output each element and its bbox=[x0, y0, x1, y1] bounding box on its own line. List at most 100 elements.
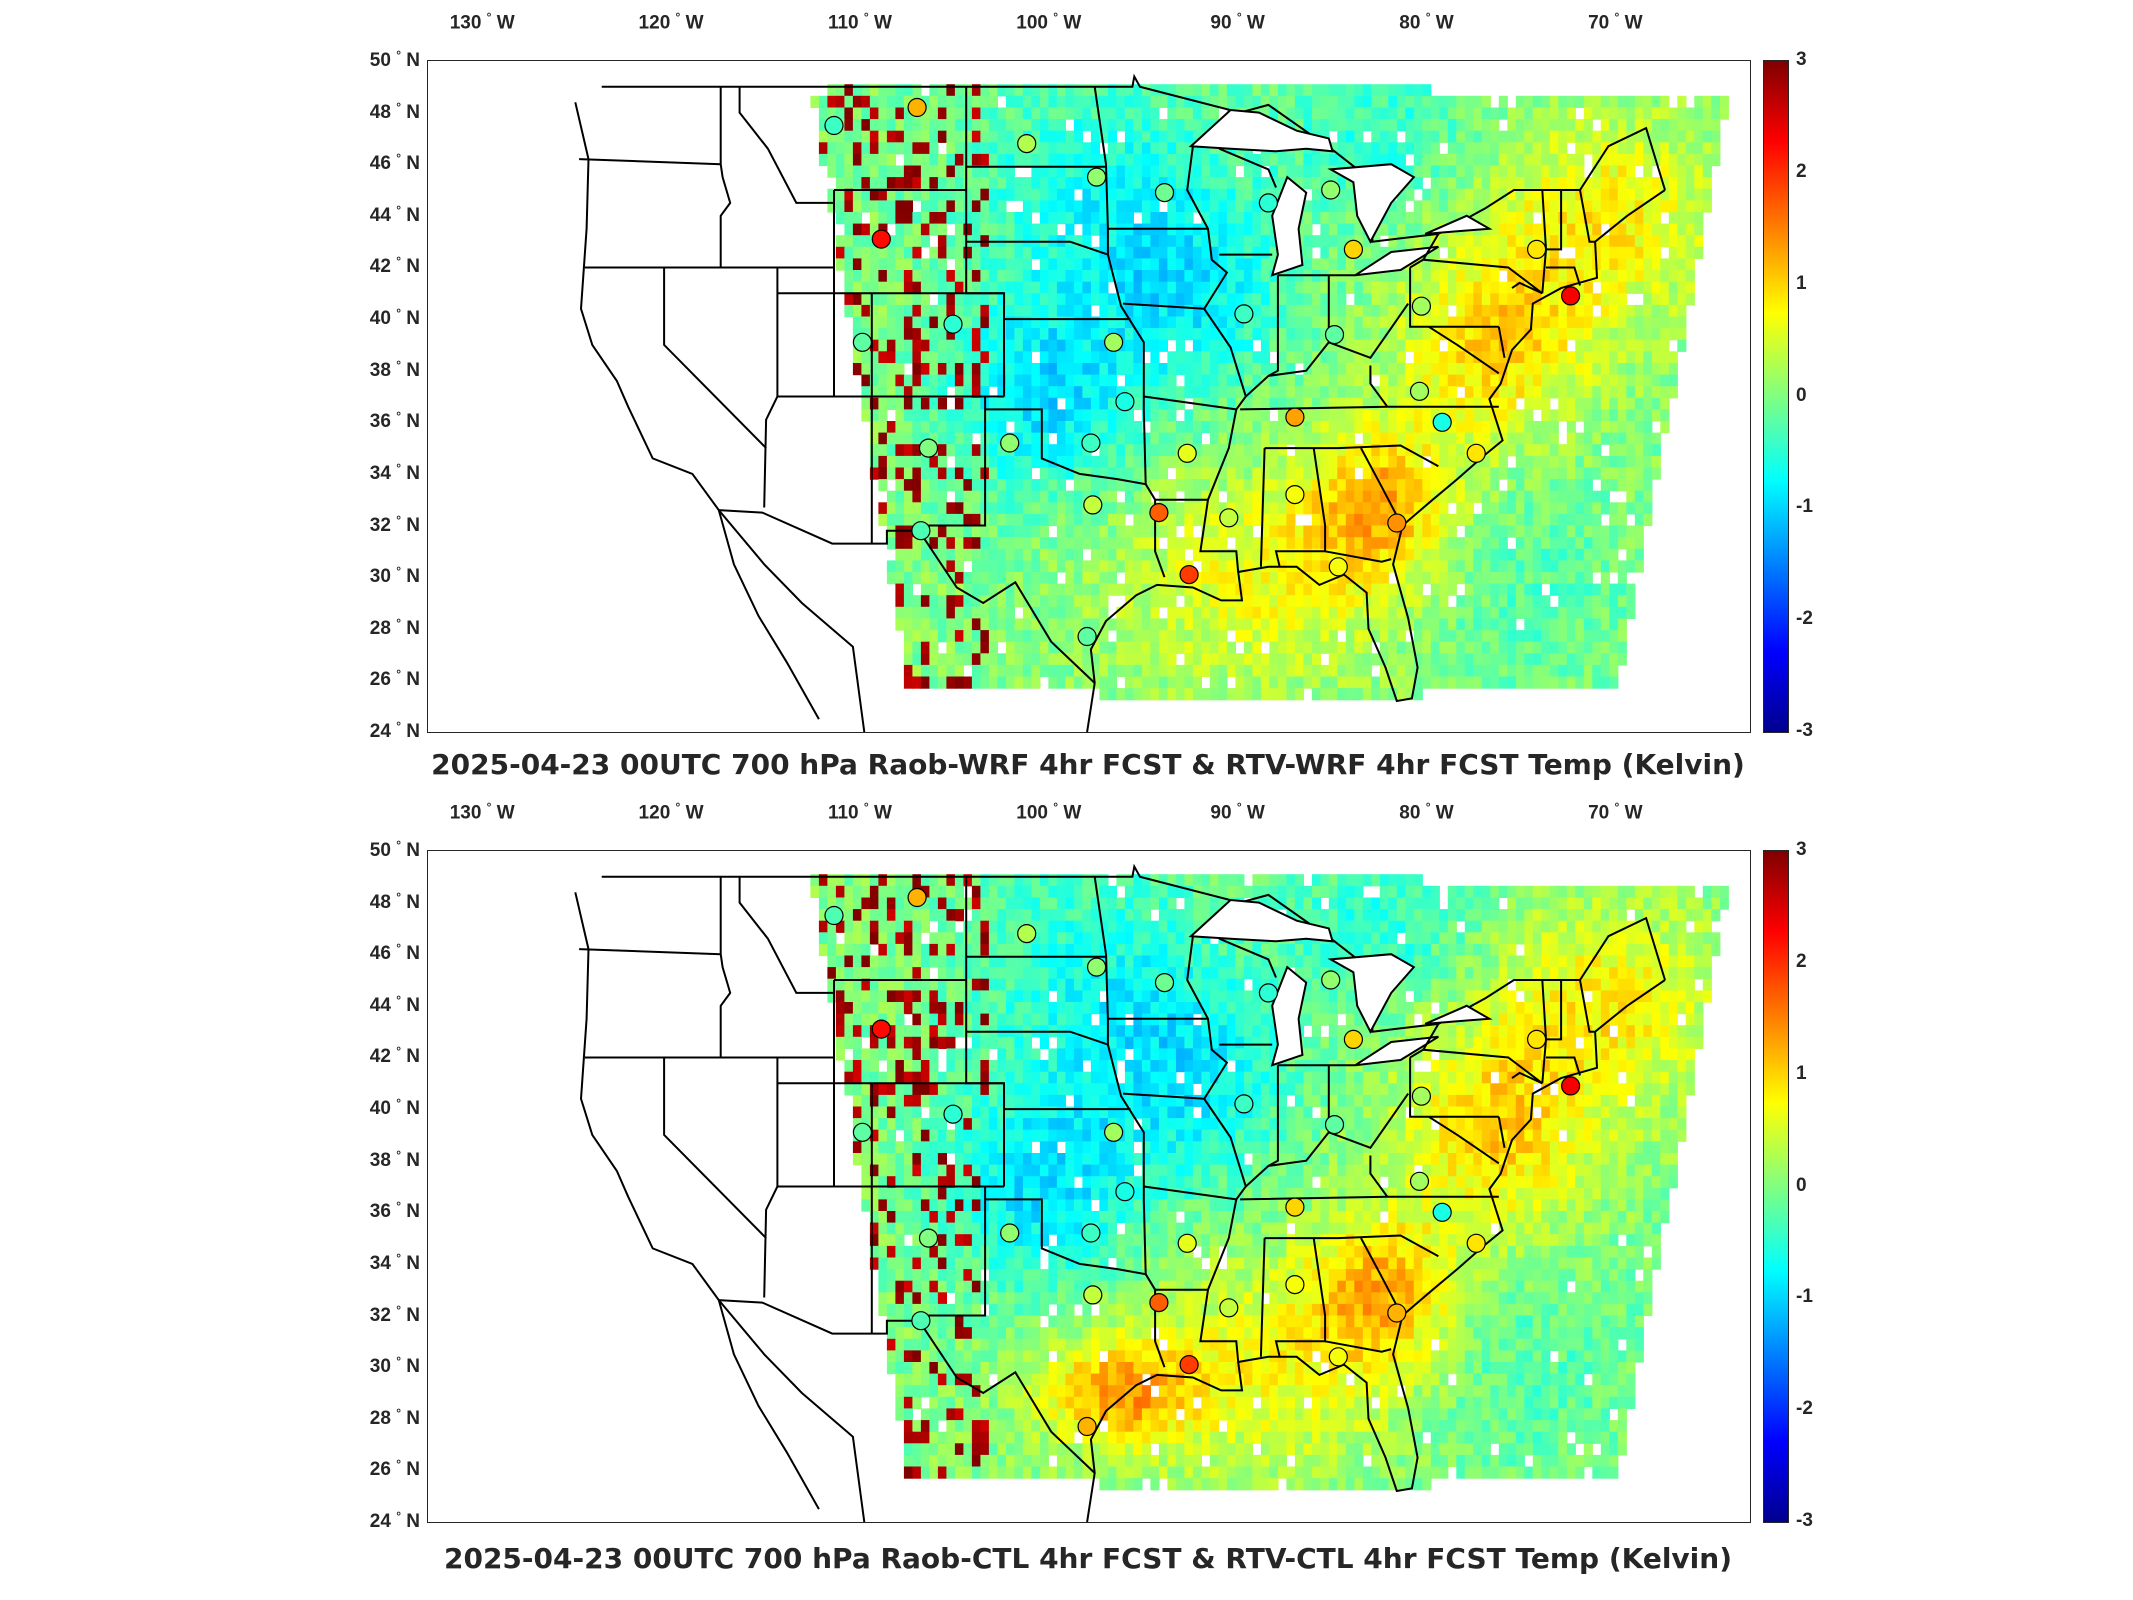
field-cell bbox=[920, 490, 930, 503]
field-cell bbox=[1260, 432, 1270, 445]
field-cell bbox=[1354, 688, 1364, 701]
field-cell bbox=[1609, 339, 1619, 352]
field-cell bbox=[1260, 107, 1270, 120]
field-cell bbox=[1575, 444, 1585, 457]
field-cell bbox=[1634, 212, 1644, 225]
field-cell bbox=[1447, 618, 1457, 631]
field-cell bbox=[1337, 351, 1347, 364]
field-cell bbox=[1073, 304, 1083, 318]
field-cell bbox=[895, 84, 905, 97]
raob-site-marker bbox=[1177, 443, 1197, 463]
field-cell bbox=[1524, 363, 1534, 376]
field-cell bbox=[1269, 328, 1279, 341]
field-cell bbox=[1184, 386, 1194, 399]
field-cell bbox=[903, 664, 913, 678]
field-cell bbox=[835, 235, 845, 248]
field-cell bbox=[861, 235, 871, 248]
field-cell bbox=[1226, 490, 1236, 503]
field-cell bbox=[1660, 339, 1670, 352]
latitude-tick-label: 32 ° N bbox=[369, 1302, 420, 1326]
field-cell bbox=[1218, 165, 1228, 178]
field-cell bbox=[895, 316, 905, 329]
field-cell bbox=[1532, 363, 1542, 376]
field-cell bbox=[1209, 177, 1219, 190]
field-cell bbox=[1277, 537, 1287, 550]
field-cell bbox=[1005, 386, 1015, 399]
field-cell bbox=[1022, 606, 1032, 619]
field-cell bbox=[1039, 246, 1049, 259]
field-cell bbox=[912, 142, 922, 155]
field-cell bbox=[1507, 397, 1517, 410]
field-cell bbox=[1184, 630, 1194, 643]
field-cell bbox=[1022, 177, 1032, 190]
field-cell bbox=[1201, 397, 1211, 410]
field-cell bbox=[1226, 467, 1236, 480]
field-cell bbox=[1660, 374, 1670, 387]
field-cell bbox=[1481, 165, 1491, 178]
field-cell bbox=[1430, 560, 1440, 573]
field-cell bbox=[1107, 351, 1117, 364]
field-cell bbox=[1337, 618, 1347, 631]
field-cell bbox=[835, 107, 845, 120]
field-cell bbox=[1158, 363, 1168, 376]
field-cell bbox=[1192, 618, 1202, 631]
field-cell bbox=[1362, 246, 1372, 259]
field-cell bbox=[1651, 374, 1661, 387]
field-cell bbox=[1150, 572, 1160, 585]
field-cell bbox=[1515, 188, 1525, 201]
field-cell bbox=[1320, 595, 1330, 608]
field-cell bbox=[1609, 397, 1619, 410]
field-cell bbox=[1464, 130, 1474, 143]
field-cell bbox=[1464, 351, 1474, 364]
field-cell bbox=[861, 316, 871, 329]
field-cell bbox=[1235, 874, 1245, 887]
field-cell bbox=[1073, 444, 1083, 457]
field-cell bbox=[1592, 490, 1602, 503]
field-cell bbox=[1252, 374, 1262, 387]
field-cell bbox=[937, 293, 947, 306]
field-cell bbox=[1158, 432, 1168, 445]
field-cell bbox=[1243, 281, 1253, 294]
field-cell bbox=[1099, 397, 1109, 410]
field-cell bbox=[988, 630, 998, 643]
field-cell bbox=[980, 618, 990, 631]
field-cell bbox=[1218, 153, 1228, 167]
field-cell bbox=[1201, 606, 1211, 619]
field-cell bbox=[1515, 200, 1525, 213]
field-cell bbox=[1354, 630, 1364, 643]
field-cell bbox=[903, 513, 913, 527]
field-cell bbox=[1507, 421, 1517, 434]
field-cell bbox=[1141, 525, 1151, 538]
state-border bbox=[1143, 395, 1237, 411]
raob-site-marker bbox=[1081, 433, 1101, 453]
field-cell bbox=[946, 374, 956, 387]
field-cell bbox=[1243, 212, 1253, 225]
field-cell bbox=[946, 130, 956, 143]
field-cell bbox=[954, 630, 964, 643]
field-cell bbox=[1447, 548, 1457, 561]
field-cell bbox=[1524, 200, 1534, 213]
field-cell bbox=[1090, 246, 1100, 259]
field-cell bbox=[1490, 281, 1500, 294]
field-cell bbox=[1379, 421, 1389, 434]
field-cell bbox=[1345, 153, 1355, 167]
field-cell bbox=[878, 479, 888, 492]
field-cell bbox=[1456, 664, 1466, 678]
field-cell bbox=[1226, 177, 1236, 190]
field-cell bbox=[1141, 664, 1151, 678]
field-cell bbox=[1133, 270, 1143, 283]
field-cell bbox=[1439, 270, 1449, 283]
field-cell bbox=[1524, 316, 1534, 329]
field-cell bbox=[1022, 653, 1032, 666]
field-cell bbox=[1481, 630, 1491, 643]
field-cell bbox=[1303, 328, 1313, 341]
field-cell bbox=[1124, 572, 1134, 585]
field-cell bbox=[878, 212, 888, 225]
field-cell bbox=[1464, 328, 1474, 341]
field-cell bbox=[946, 502, 956, 515]
field-cell bbox=[1107, 188, 1117, 201]
field-cell bbox=[946, 432, 956, 445]
field-cell bbox=[1396, 212, 1406, 225]
field-cell bbox=[1073, 525, 1083, 538]
field-cell bbox=[1609, 525, 1619, 538]
